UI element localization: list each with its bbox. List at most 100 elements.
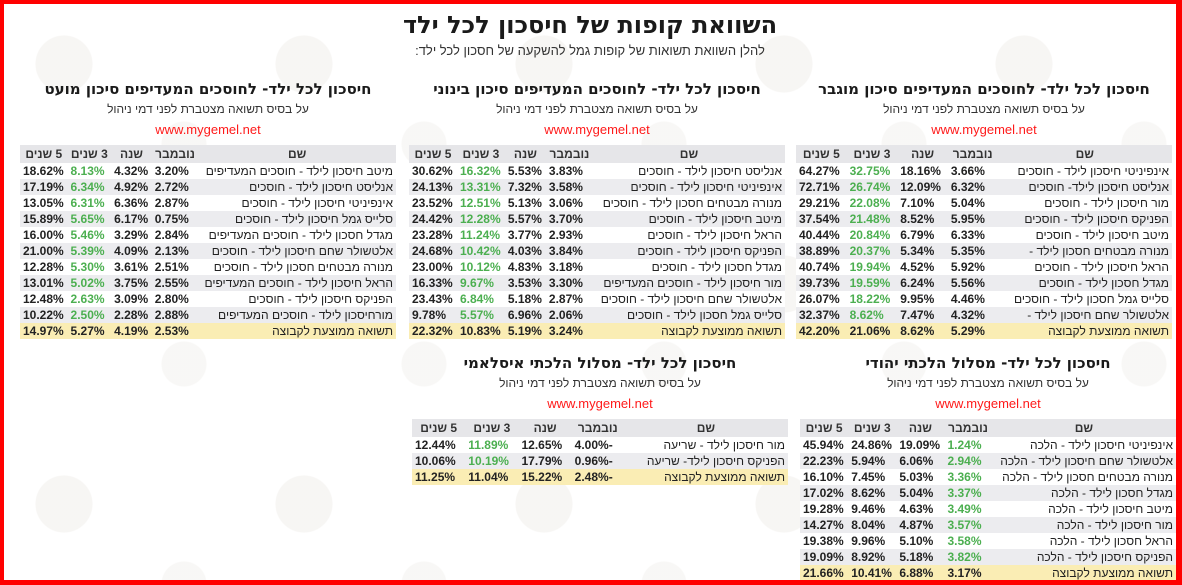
- column-header[interactable]: 3 שנים: [67, 145, 112, 163]
- column-header[interactable]: שנה: [896, 419, 945, 437]
- return-value: 18.62%: [20, 163, 68, 179]
- return-value: 23.43%: [409, 291, 457, 307]
- return-value: 8.52%: [897, 211, 948, 227]
- table-row: הפניקס חיסכון לילד - חוסכים 5.95% 8.52% 21.…: [796, 211, 1172, 227]
- table-row: אלטשולר שחם חיסכון לילד - חוסכים 2.87% 5.1…: [409, 291, 785, 307]
- average-value: 15.22%: [518, 469, 572, 485]
- column-header[interactable]: נובמבר: [571, 419, 624, 437]
- return-value: 2.51%: [151, 259, 199, 275]
- column-header[interactable]: נובמבר: [151, 145, 199, 163]
- table-row: אלטשולר שחם חיסכון לילד - חוסכים 2.13% 4.0…: [20, 243, 396, 259]
- average-value: 5.29%: [947, 323, 998, 339]
- return-value: 6.06%: [896, 453, 945, 469]
- column-header[interactable]: שנה: [111, 145, 152, 163]
- return-value: 26.74%: [846, 179, 898, 195]
- returns-table: שם נובמבר שנה 3 שנים 5 שנים מיטב חיסכון לילד …: [20, 145, 396, 339]
- return-value: 19.94%: [846, 259, 898, 275]
- return-value: 1.24%: [944, 437, 992, 453]
- mygemel-link[interactable]: www.mygemel.net: [155, 122, 261, 137]
- return-value: 38.89%: [796, 243, 847, 259]
- table-row: סלייס גמל חסכון לילד - חוסכים 4.46% 9.95% 1…: [796, 291, 1172, 307]
- column-header[interactable]: נובמבר: [947, 145, 998, 163]
- average-value: 3.24%: [545, 323, 593, 339]
- column-header[interactable]: שם: [592, 145, 785, 163]
- return-value: 6.34%: [67, 179, 112, 195]
- return-value: 18.22%: [846, 291, 898, 307]
- return-value: 12.48%: [20, 291, 68, 307]
- table-row: אנליסט חיסכון לילד- חוסכים 6.32% 12.09% 26.…: [796, 179, 1172, 195]
- return-value: 4.52%: [897, 259, 948, 275]
- return-value: 32.75%: [846, 163, 898, 179]
- return-value: 18.16%: [897, 163, 948, 179]
- column-header[interactable]: שם: [991, 419, 1176, 437]
- column-header[interactable]: 3 שנים: [846, 145, 898, 163]
- return-value: 6.84%: [456, 291, 505, 307]
- average-row: תשואה ממוצעת לקבוצה 3.17% 6.88% 10.41% 21.66…: [800, 565, 1176, 580]
- return-value: 24.42%: [409, 211, 457, 227]
- return-value: 5.46%: [67, 227, 112, 243]
- return-value: 9.96%: [848, 533, 897, 549]
- return-value: 2.72%: [151, 179, 199, 195]
- return-value: 11.89%: [465, 437, 519, 453]
- return-value: 5.03%: [896, 469, 945, 485]
- return-value: 8.04%: [848, 517, 897, 533]
- column-header[interactable]: נובמבר: [545, 145, 593, 163]
- panel-subtitle: על בסיס תשואה מצטברת לפני דמי ניהול: [499, 376, 701, 390]
- return-value: 19.09%: [800, 549, 849, 565]
- return-value: 8.62%: [846, 307, 898, 323]
- column-header[interactable]: 5 שנים: [796, 145, 847, 163]
- column-header[interactable]: שם: [623, 419, 788, 437]
- column-header[interactable]: שנה: [518, 419, 572, 437]
- average-value: 14.97%: [20, 323, 68, 339]
- return-value: -0.96%: [571, 453, 624, 469]
- column-header[interactable]: 3 שנים: [848, 419, 897, 437]
- average-value: 21.06%: [846, 323, 898, 339]
- column-header[interactable]: 3 שנים: [465, 419, 519, 437]
- column-header[interactable]: שם: [198, 145, 396, 163]
- table-row: מגדל חסכון לילד - חוסכים 5.56% 6.24% 19.59%…: [796, 275, 1172, 291]
- return-value: 7.45%: [848, 469, 897, 485]
- return-value: 9.46%: [848, 501, 897, 517]
- column-header[interactable]: שנה: [504, 145, 546, 163]
- returns-table: שם נובמבר שנה 3 שנים 5 שנים אנליסט חיסכון ליל…: [409, 145, 785, 339]
- mygemel-link[interactable]: www.mygemel.net: [544, 122, 650, 137]
- return-value: 5.95%: [947, 211, 998, 227]
- return-value: 3.58%: [944, 533, 992, 549]
- return-value: 16.00%: [20, 227, 68, 243]
- panel-title: חיסכון לכל ילד- מסלול הלכתי איסלאמי: [463, 354, 737, 372]
- table-header-row: שם נובמבר שנה 3 שנים 5 שנים: [409, 145, 785, 163]
- return-value: 2.06%: [545, 307, 593, 323]
- return-value: 39.73%: [796, 275, 847, 291]
- fund-name: מנורה מבטחים חסכון לילד -: [997, 243, 1172, 259]
- return-value: 6.96%: [504, 307, 546, 323]
- column-header[interactable]: שם: [997, 145, 1172, 163]
- column-header[interactable]: 5 שנים: [20, 145, 68, 163]
- table-row: מגדל חסכון לילד - חוסכים 3.18% 4.83% 10.12%…: [409, 259, 785, 275]
- return-value: 5.04%: [896, 485, 945, 501]
- column-header[interactable]: 3 שנים: [456, 145, 505, 163]
- column-header[interactable]: 5 שנים: [409, 145, 457, 163]
- return-value: 2.94%: [944, 453, 992, 469]
- average-value: -2.48%: [571, 469, 624, 485]
- fund-name: הפניקס חיסכון לילד - חוסכים: [997, 211, 1172, 227]
- return-value: 5.65%: [67, 211, 112, 227]
- return-value: 40.74%: [796, 259, 847, 275]
- column-header[interactable]: שנה: [897, 145, 948, 163]
- return-value: 3.06%: [545, 195, 593, 211]
- fund-name: מגדל חסכון לילד - הלכה: [991, 485, 1176, 501]
- return-value: 4.32%: [111, 163, 152, 179]
- table-row: הפניקס חיסכון לילד - חוסכים 3.84% 4.03% 10.…: [409, 243, 785, 259]
- column-header[interactable]: 5 שנים: [412, 419, 466, 437]
- return-value: 10.22%: [20, 307, 68, 323]
- average-value: 11.04%: [465, 469, 519, 485]
- mygemel-link[interactable]: www.mygemel.net: [935, 396, 1041, 411]
- return-value: 23.28%: [409, 227, 457, 243]
- fund-name: הראל חיסכון לילד - חוסכים: [997, 259, 1172, 275]
- mygemel-link[interactable]: www.mygemel.net: [931, 122, 1037, 137]
- mygemel-link[interactable]: www.mygemel.net: [547, 396, 653, 411]
- return-value: 5.35%: [947, 243, 998, 259]
- column-header[interactable]: נובמבר: [944, 419, 992, 437]
- column-header[interactable]: 5 שנים: [800, 419, 849, 437]
- table-header-row: שם נובמבר שנה 3 שנים 5 שנים: [800, 419, 1176, 437]
- table-header-row: שם נובמבר שנה 3 שנים 5 שנים: [796, 145, 1172, 163]
